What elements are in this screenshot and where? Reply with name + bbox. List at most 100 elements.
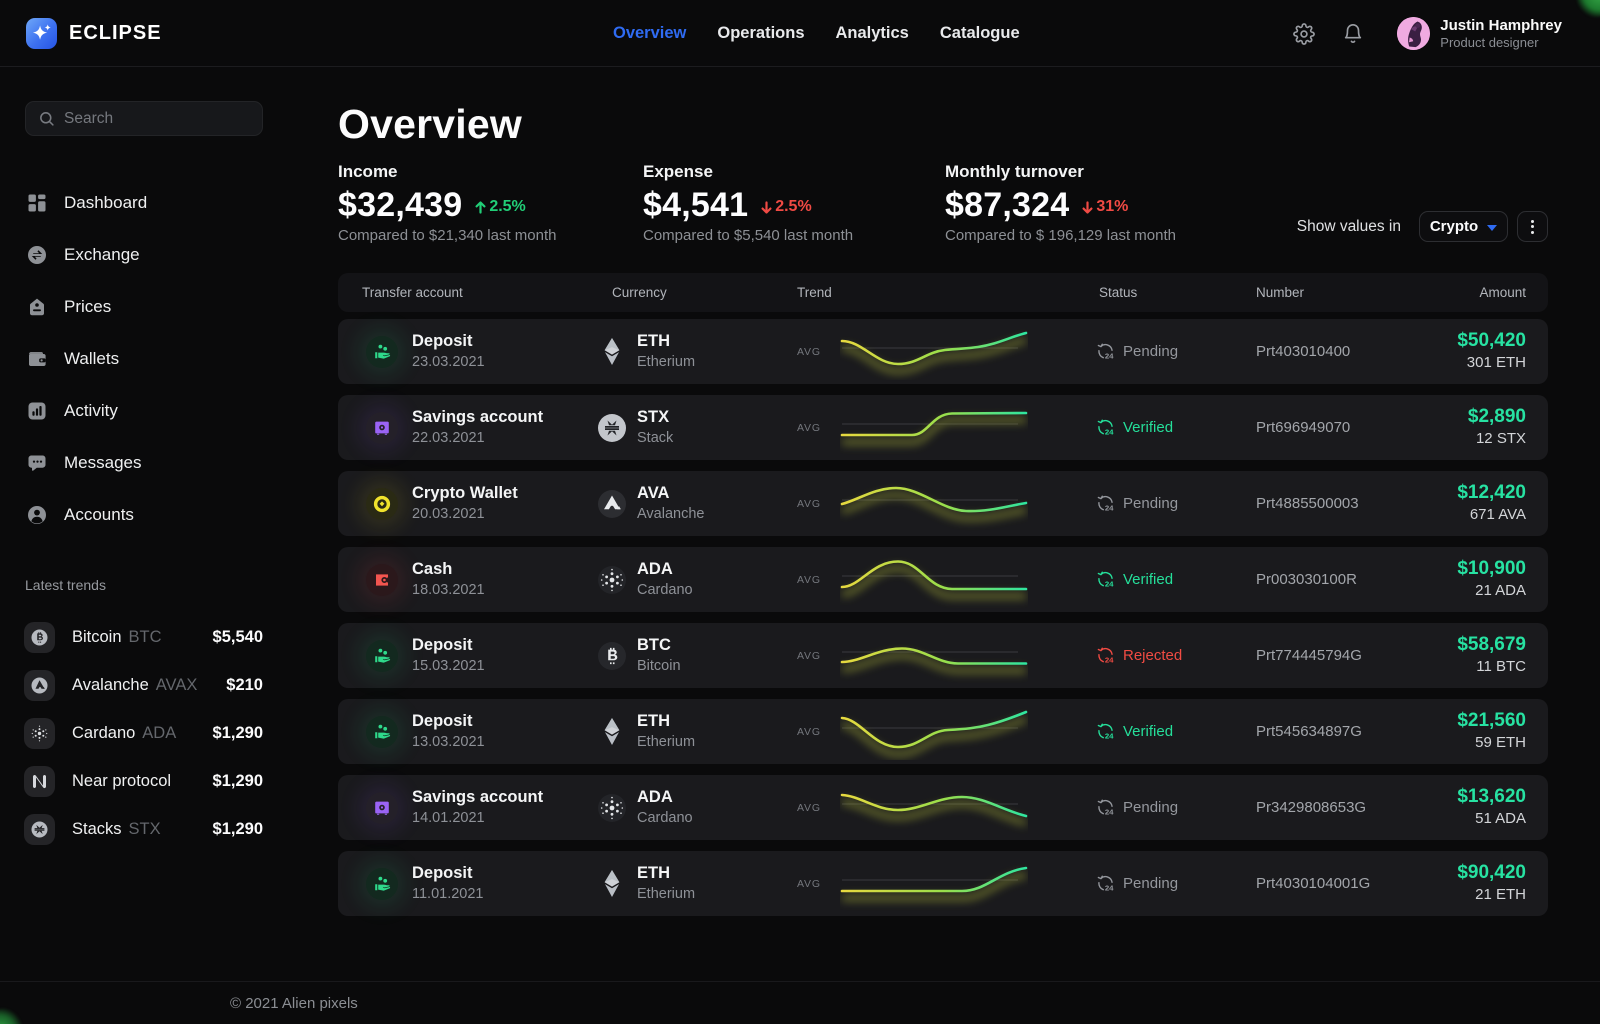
sidebar-item-messages[interactable]: Messages (0, 437, 300, 489)
sidebar-item-wallets[interactable]: Wallets (0, 333, 300, 385)
cell-number: Pr003030100R (1256, 571, 1357, 588)
currency-name: Stack (637, 430, 674, 446)
amount-sub: 301 ETH (1466, 354, 1526, 371)
amount-sub: 51 ADA (1475, 810, 1526, 827)
svg-text:24: 24 (1105, 808, 1114, 817)
kebab-icon (1531, 219, 1534, 223)
search-box[interactable] (25, 101, 263, 136)
trend-name: Bitcoin (72, 627, 122, 646)
deposit-icon (366, 335, 398, 368)
currency-select-value: Crypto (1429, 218, 1479, 235)
svg-text:24: 24 (1105, 732, 1114, 741)
trend-item-bitcoin[interactable]: Bitcoin BTC $5,540 (0, 613, 300, 661)
avg-label: AVG (797, 345, 821, 358)
status-24h-refresh-icon: 24 (1097, 571, 1114, 589)
trend-ticker: ADA (142, 723, 177, 742)
bitcoin-icon (24, 621, 55, 653)
table-row[interactable]: Deposit 11.01.2021 ETH Etherium AVG 24 P… (338, 851, 1548, 916)
latest-trends: Latest trends Bitcoin BTC $5,540 (0, 577, 300, 853)
notifications-bell-icon[interactable] (1342, 23, 1364, 45)
trend-sparkline (840, 411, 1028, 445)
avalanche-icon (24, 669, 55, 701)
trend-sparkline (840, 486, 1028, 521)
trend-sparkline (840, 331, 1028, 374)
nav-item-catalogue[interactable]: Catalogue (939, 24, 1020, 42)
trend-item-near[interactable]: Near protocol $1,290 (0, 757, 300, 805)
more-options-button[interactable] (1517, 211, 1548, 242)
svg-text:24: 24 (1105, 504, 1114, 513)
nav-item-analytics[interactable]: Analytics (835, 24, 909, 42)
cell-currency: STX Stack (597, 406, 797, 449)
cell-transfer-account: Deposit 15.03.2021 (338, 634, 597, 677)
prices-icon (30, 298, 44, 316)
status-24h-refresh-icon: 24 (1097, 419, 1114, 437)
stat-expense: Expense $4,541 2.5% Compared to $5,540 l… (643, 162, 853, 244)
sidebar-item-accounts[interactable]: Accounts (0, 489, 300, 541)
coin-icon (366, 487, 398, 520)
settings-gear-icon[interactable] (1293, 22, 1316, 45)
transfer-date: 14.01.2021 (412, 810, 485, 826)
sidebar-item-activity[interactable]: Activity (0, 385, 300, 437)
nav-item-operations[interactable]: Operations (717, 24, 805, 42)
cell-currency: BTC Bitcoin (597, 634, 797, 677)
sidebar-item-label: Activity (64, 401, 118, 420)
search-input[interactable] (64, 109, 250, 128)
transfer-date: 11.01.2021 (412, 886, 484, 902)
trend-ticker: STX (128, 819, 161, 838)
arrow-up-icon (475, 200, 486, 214)
table-row[interactable]: Savings account 14.01.2021 ADA Cardano A… (338, 775, 1548, 840)
sidebar-item-prices[interactable]: Prices (0, 281, 300, 333)
status-24h-refresh-icon: 24 (1097, 343, 1114, 361)
cell-trend: AVG (797, 324, 1087, 380)
table-row[interactable]: Deposit 23.03.2021 ETH Etherium AVG 24 P… (338, 319, 1548, 384)
cell-status: 24 Verified (1087, 722, 1247, 741)
trend-item-cardano[interactable]: Cardano ADA $1,290 (0, 709, 300, 757)
svg-text:24: 24 (1105, 428, 1114, 437)
sidebar-item-dashboard[interactable]: Dashboard (0, 177, 300, 229)
stat-delta-down: 31% (1082, 198, 1128, 216)
transfer-account-name: Deposit (412, 712, 473, 730)
transfer-account-name: Cash (412, 560, 453, 578)
nav-item-overview[interactable]: Overview (613, 24, 687, 42)
avg-label: AVG (797, 497, 821, 510)
sidebar-item-exchange[interactable]: Exchange (0, 229, 300, 281)
user-meta: Justin Hamphrey Product designer (1440, 16, 1562, 51)
avg-label: AVG (797, 725, 821, 738)
stat-delta-down: 2.5% (761, 198, 812, 216)
eth-icon (597, 337, 627, 367)
table-row[interactable]: Deposit 13.03.2021 ETH Etherium AVG 24 V… (338, 699, 1548, 764)
svg-text:24: 24 (1105, 352, 1114, 361)
status-24h-refresh-icon: 24 (1097, 799, 1114, 817)
stat-compare: Compared to $5,540 last month (643, 227, 854, 244)
sidebar-item-label: Wallets (64, 349, 120, 368)
amount-value: $2,890 (1467, 406, 1526, 427)
cell-status: 24 Pending (1087, 798, 1247, 817)
amount-sub: 59 ETH (1475, 734, 1526, 751)
trend-item-stacks[interactable]: Stacks STX $1,290 (0, 805, 300, 853)
trend-value: $5,540 (212, 627, 263, 646)
cell-amount: $12,420 671 AVA (1427, 482, 1548, 525)
currency-name: Etherium (637, 886, 696, 902)
eth-icon (597, 717, 627, 747)
deposit-icon (366, 639, 398, 672)
transactions-table: Transfer account Currency Trend Status N… (338, 273, 1548, 916)
status-text: Pending (1123, 799, 1179, 816)
table-row[interactable]: Deposit 15.03.2021 BTC Bitcoin AVG 24 Re… (338, 623, 1548, 688)
avg-label: AVG (797, 421, 821, 434)
stat-delta-up: 2.5% (475, 198, 526, 216)
trend-item-avalanche[interactable]: Avalanche AVAX $210 (0, 661, 300, 709)
show-values-label: Show values in (1296, 217, 1401, 235)
sidebar-item-label: Accounts (64, 505, 134, 524)
svg-text:24: 24 (1105, 580, 1114, 589)
column-header: Transfer account (362, 285, 463, 300)
user-avatar[interactable] (1397, 17, 1431, 50)
table-row[interactable]: Crypto Wallet 20.03.2021 AVA Avalanche A… (338, 471, 1548, 536)
cell-trend: AVG (797, 400, 1087, 456)
stat-value: $32,439 (338, 185, 463, 224)
brand-logo-icon (26, 18, 57, 49)
table-row[interactable]: Savings account 22.03.2021 STX Stack AVG… (338, 395, 1548, 460)
cell-trend: AVG (797, 476, 1087, 532)
table-row[interactable]: Cash 18.03.2021 ADA Cardano AVG 24 Verif… (338, 547, 1548, 612)
trend-name: Cardano (72, 723, 136, 742)
currency-select-button[interactable]: Crypto (1419, 211, 1508, 242)
